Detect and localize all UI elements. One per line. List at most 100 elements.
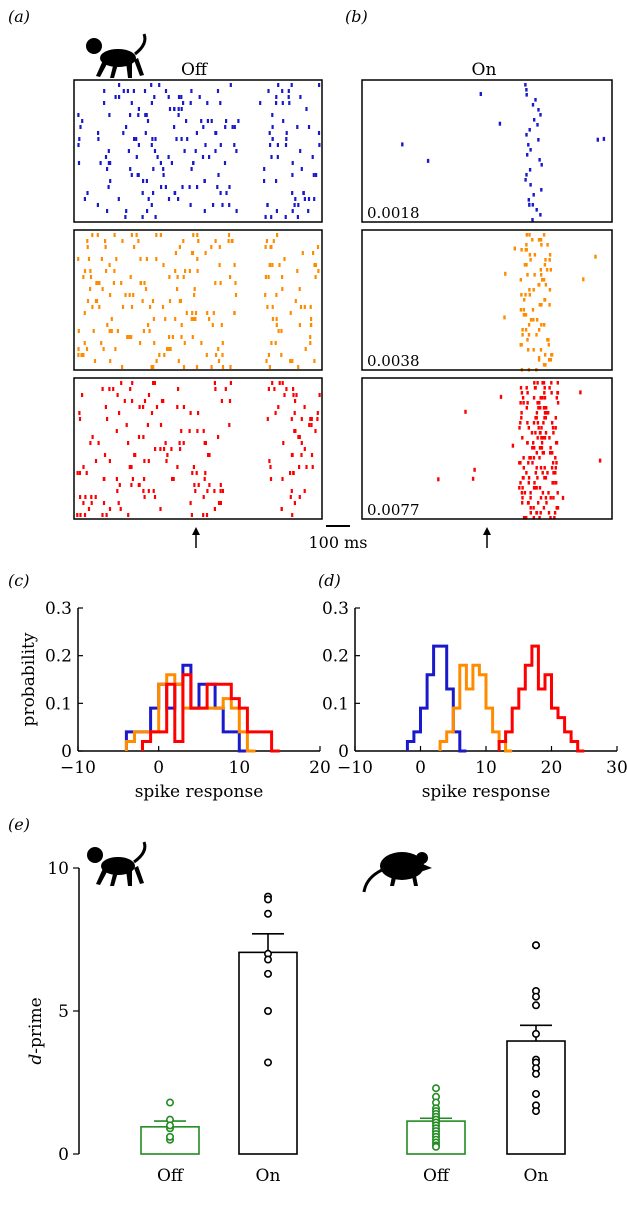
spike-tick bbox=[295, 393, 298, 397]
spike-tick bbox=[549, 358, 553, 362]
spike-tick bbox=[104, 245, 107, 249]
spike-tick bbox=[206, 119, 209, 123]
spike-tick bbox=[267, 89, 270, 93]
histogram-series-0 bbox=[405, 644, 467, 753]
spike-tick bbox=[107, 185, 110, 189]
spike-tick bbox=[269, 465, 272, 469]
spike-tick bbox=[267, 387, 270, 391]
spike-tick bbox=[177, 197, 180, 201]
spike-tick bbox=[316, 411, 319, 415]
spike-tick bbox=[167, 197, 171, 201]
spike-tick bbox=[163, 447, 166, 451]
spike-tick bbox=[310, 453, 314, 457]
spike-tick bbox=[84, 495, 87, 499]
spike-tick bbox=[203, 441, 206, 445]
spike-tick bbox=[532, 318, 535, 322]
spike-tick bbox=[544, 353, 547, 357]
spike-tick bbox=[544, 283, 548, 287]
spike-tick bbox=[544, 411, 548, 415]
spike-tick bbox=[195, 365, 199, 369]
spike-tick bbox=[542, 421, 545, 425]
spike-tick bbox=[128, 465, 131, 469]
spike-tick bbox=[128, 335, 131, 339]
spike-tick bbox=[310, 317, 313, 321]
spike-tick bbox=[170, 447, 173, 451]
spike-tick bbox=[267, 275, 270, 279]
data-point bbox=[263, 895, 272, 904]
y-tick-label: 0.1 bbox=[322, 694, 349, 714]
spike-tick bbox=[538, 158, 541, 162]
spike-tick bbox=[205, 353, 208, 357]
spike-tick bbox=[520, 248, 523, 252]
spike-tick bbox=[191, 251, 195, 255]
spike-tick bbox=[118, 411, 121, 415]
spike-tick bbox=[275, 317, 278, 321]
spike-tick bbox=[191, 311, 194, 315]
spike-tick bbox=[237, 119, 240, 123]
y-tick-label: 0 bbox=[338, 742, 349, 762]
spike-tick bbox=[142, 435, 145, 439]
spike-tick bbox=[266, 203, 269, 207]
spike-tick bbox=[229, 83, 232, 87]
data-point bbox=[531, 992, 540, 1001]
spike-tick bbox=[89, 287, 92, 291]
spike-tick bbox=[182, 275, 185, 279]
spike-tick bbox=[535, 451, 538, 455]
x-axis-label: spike response bbox=[135, 782, 264, 802]
arrow-up-icon bbox=[483, 527, 491, 548]
spike-tick bbox=[162, 263, 165, 267]
spike-tick bbox=[555, 441, 559, 445]
spike-tick bbox=[298, 287, 301, 291]
spike-tick bbox=[176, 465, 179, 469]
spike-tick bbox=[313, 263, 316, 267]
spike-tick bbox=[162, 173, 165, 177]
x-tick-label: 10 bbox=[475, 758, 497, 778]
spike-tick bbox=[197, 411, 200, 415]
spike-tick bbox=[533, 273, 536, 277]
spike-tick bbox=[162, 399, 165, 403]
spike-tick bbox=[231, 125, 234, 129]
spike-tick bbox=[523, 491, 527, 495]
spike-tick bbox=[152, 317, 155, 321]
spike-tick bbox=[296, 269, 299, 273]
x-tick-label: 20 bbox=[541, 758, 563, 778]
spike-tick bbox=[129, 387, 132, 391]
spike-tick bbox=[223, 161, 227, 165]
spike-tick bbox=[277, 329, 280, 333]
data-point bbox=[166, 1132, 175, 1141]
spike-tick bbox=[550, 381, 553, 385]
spike-tick bbox=[291, 191, 294, 195]
spike-tick bbox=[275, 209, 278, 213]
data-point bbox=[263, 909, 272, 918]
spike-tick bbox=[129, 113, 132, 117]
spike-tick bbox=[541, 451, 544, 455]
spike-tick bbox=[540, 303, 543, 307]
spike-tick bbox=[191, 335, 194, 339]
spike-tick bbox=[313, 359, 316, 363]
spike-tick bbox=[234, 293, 238, 297]
spike-tick bbox=[225, 191, 228, 195]
spike-tick bbox=[291, 173, 294, 177]
spike-tick bbox=[152, 489, 155, 493]
spike-tick bbox=[556, 381, 559, 385]
spike-tick bbox=[83, 513, 87, 517]
spike-tick bbox=[304, 347, 307, 351]
spike-tick bbox=[284, 215, 287, 219]
spike-tick bbox=[130, 335, 133, 339]
spike-tick bbox=[218, 245, 221, 249]
spike-tick bbox=[134, 453, 137, 457]
spike-tick bbox=[113, 233, 116, 237]
spike-tick bbox=[174, 269, 177, 273]
spike-tick bbox=[80, 353, 83, 357]
spike-tick bbox=[548, 386, 551, 390]
spike-tick bbox=[227, 239, 230, 243]
spike-tick bbox=[269, 143, 272, 147]
spike-tick bbox=[163, 353, 166, 357]
spike-tick bbox=[535, 333, 538, 337]
spike-tick bbox=[532, 288, 535, 292]
spike-tick bbox=[233, 143, 236, 147]
spike-tick bbox=[182, 101, 185, 105]
spike-tick bbox=[202, 429, 205, 433]
spike-tick bbox=[89, 275, 93, 279]
spike-tick bbox=[214, 239, 217, 243]
